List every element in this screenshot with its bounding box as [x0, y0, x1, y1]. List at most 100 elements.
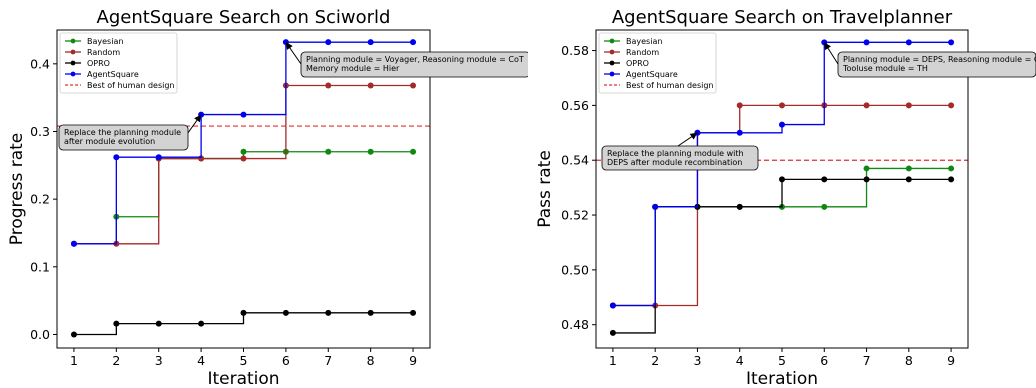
chart-title: AgentSquare Search on Sciworld [97, 7, 391, 28]
data-point-opro [821, 176, 828, 183]
data-point-random [736, 102, 743, 109]
data-point-random [948, 102, 955, 109]
data-point-bayesian [821, 203, 828, 210]
data-point-agentsquare [325, 39, 332, 46]
annotation-text: Planning module = DEPS, Reasoning module… [843, 55, 1036, 64]
data-point-opro [905, 176, 912, 183]
x-tick-label: 5 [778, 353, 786, 368]
series-line-opro [73, 312, 414, 336]
x-tick-label: 6 [820, 353, 828, 368]
legend-swatch-marker [609, 38, 615, 44]
x-tick-label: 8 [905, 353, 913, 368]
legend-label: Random [87, 48, 120, 57]
data-point-agentsquare [736, 129, 743, 136]
series-line-agentsquare [73, 41, 414, 245]
legend-swatch-marker [609, 49, 615, 55]
data-point-opro [70, 331, 77, 338]
data-point-opro [367, 309, 374, 316]
legend-label: Best of human design [87, 81, 175, 90]
annotation-text: DEPS after module recombination [607, 158, 742, 167]
data-point-agentsquare [948, 39, 955, 46]
data-point-opro [282, 309, 289, 316]
x-tick-label: 8 [367, 353, 375, 368]
data-point-random [779, 102, 785, 109]
legend-label: Bayesian [87, 37, 123, 46]
data-point-opro [948, 176, 955, 183]
x-axis-label: Iteration [207, 369, 279, 388]
data-point-bayesian [863, 165, 870, 172]
legend-box [59, 32, 178, 94]
annotation-text: Planning module = Voyager, Reasoning mod… [306, 55, 524, 64]
legend-label: AgentSquare [87, 70, 139, 79]
data-point-random [905, 102, 912, 109]
x-tick-label: 6 [282, 353, 290, 368]
annotation-box [300, 51, 528, 78]
data-point-agentsquare [240, 111, 247, 118]
x-tick-label: 7 [324, 353, 332, 368]
data-point-bayesian [948, 165, 955, 172]
annotation-arrowhead [824, 42, 831, 51]
series-line-bayesian [73, 151, 414, 245]
x-tick-label: 1 [609, 353, 617, 368]
legend-swatch-marker [609, 60, 615, 66]
data-point-agentsquare [113, 154, 120, 161]
data-point-bayesian [367, 148, 374, 155]
data-point-opro [863, 176, 870, 183]
annotation-text: Memory module = Hier [306, 64, 400, 73]
annotation-text: after module evolution [64, 137, 155, 146]
y-tick-label: 0.50 [561, 262, 589, 277]
plot-area [596, 39, 968, 336]
data-point-agentsquare [367, 39, 374, 46]
data-point-agentsquare [410, 39, 417, 46]
legend-label: OPRO [87, 59, 110, 68]
series-line-random [73, 84, 414, 245]
x-tick-label: 1 [70, 353, 78, 368]
data-point-opro [198, 320, 205, 327]
chart-title: AgentSquare Search on Travelplanner [612, 7, 953, 28]
x-tick-label: 9 [409, 353, 417, 368]
data-point-opro [410, 309, 417, 316]
y-tick-label: 0.2 [30, 192, 50, 207]
legend-swatch-marker [70, 71, 76, 77]
legend-label: OPRO [626, 59, 649, 68]
x-tick-label: 7 [863, 353, 871, 368]
data-point-bayesian [325, 148, 332, 155]
data-point-opro [113, 320, 120, 327]
data-point-random [240, 155, 247, 162]
legend-swatch-marker [70, 60, 76, 66]
y-tick-label: 0.56 [561, 98, 589, 113]
data-point-random [410, 82, 417, 89]
annotation-text: Replace the planning module with [607, 149, 744, 158]
legend-label: Best of human design [626, 81, 714, 90]
series-line-opro [612, 178, 952, 334]
annotation-box [837, 51, 1036, 78]
y-tick-label: 0.52 [561, 208, 589, 223]
legend-box [598, 32, 717, 94]
plot-frame [56, 29, 431, 349]
y-axis-label: Pass rate [535, 150, 555, 228]
x-tick-label: 2 [651, 353, 659, 368]
x-tick-label: 4 [736, 353, 744, 368]
annotation-arrowhead [285, 42, 293, 50]
data-point-agentsquare [779, 121, 785, 128]
x-tick-label: 9 [947, 353, 955, 368]
data-point-bayesian [240, 148, 247, 155]
data-point-bayesian [905, 165, 912, 172]
y-tick-label: 0.0 [30, 327, 50, 342]
plot-area [57, 39, 430, 338]
x-tick-label: 3 [693, 353, 701, 368]
data-point-random [325, 82, 332, 89]
data-point-agentsquare [70, 240, 77, 247]
data-point-agentsquare [155, 154, 162, 161]
annotation-text: Replace the planning module [64, 128, 181, 137]
legend-label: Random [626, 48, 659, 57]
x-tick-label: 5 [240, 353, 248, 368]
data-point-agentsquare [609, 302, 616, 309]
chart-travelplanner: AgentSquare Search on Travelplanner Itera… [535, 7, 1036, 388]
data-point-bayesian [410, 148, 417, 155]
y-tick-label: 0.1 [30, 259, 50, 274]
annotation-text: Tooluse module = TH [842, 64, 928, 73]
x-axis-label: Iteration [746, 369, 818, 388]
y-tick-label: 0.4 [30, 56, 50, 71]
legend-label: Bayesian [626, 37, 662, 46]
